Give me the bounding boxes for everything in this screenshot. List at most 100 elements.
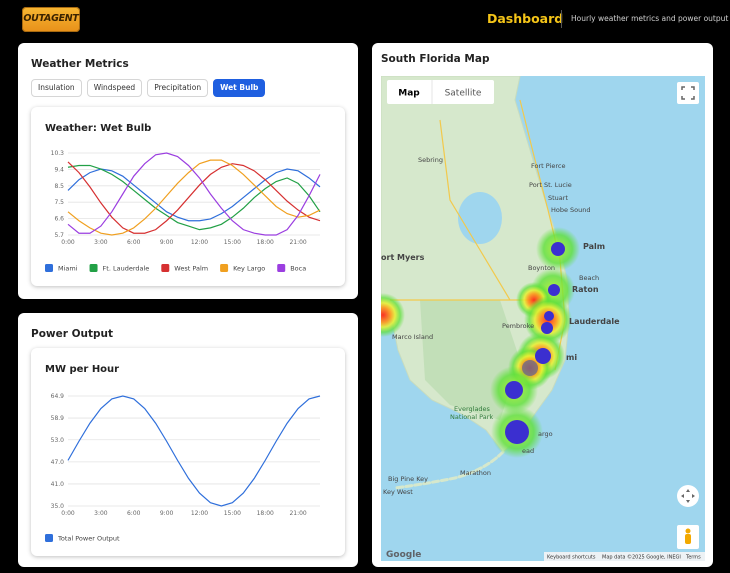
header-subtitle: Hourly weather metrics and power output xyxy=(571,14,729,23)
x-tick-label: 12:00 xyxy=(191,510,208,517)
card-title: South Florida Map xyxy=(381,53,490,65)
x-tick-label: 0:00 xyxy=(61,510,75,517)
series-line xyxy=(67,395,321,507)
y-tick-label: 9.4 xyxy=(54,166,64,173)
legend-label: Key Largo xyxy=(233,265,265,273)
x-tick-label: 18:00 xyxy=(257,239,274,246)
control-bg xyxy=(387,80,494,104)
x-tick-label: 3:00 xyxy=(94,510,108,517)
attribution: Map data ©2025 Google, INEGI xyxy=(602,554,681,561)
x-tick-label: 12:00 xyxy=(191,239,208,246)
place: ead xyxy=(522,447,534,455)
place: Everglades xyxy=(454,405,491,413)
legend-swatch xyxy=(220,264,229,272)
y-tick-label: 6.6 xyxy=(54,216,64,223)
legend-swatch xyxy=(161,264,170,272)
logo-text: OUTAGENT xyxy=(23,13,79,24)
weather-card: Weather Metrics Insulation Windspeed Pre… xyxy=(18,43,358,299)
place: Beach xyxy=(579,274,599,282)
map-type-control: Map Satellite xyxy=(387,80,494,104)
x-tick-label: 9:00 xyxy=(160,510,174,517)
power-card: Power Output MW per Hour 35.0 41.0 47.0 53.0… xyxy=(18,313,358,567)
place: Boynton xyxy=(528,264,555,272)
chart: MW per Hour 35.0 41.0 47.0 53.0 58.9 64.9 0:00 3… xyxy=(45,364,321,543)
y-tick-label: 47.0 xyxy=(51,459,65,466)
legend-swatch xyxy=(277,264,286,272)
tab[interactable]: Windspeed xyxy=(86,79,143,97)
legend-swatch xyxy=(45,264,53,272)
place: Lauderdale xyxy=(569,317,620,326)
series-line xyxy=(67,164,321,231)
place: Sebring xyxy=(418,156,443,164)
place: mi xyxy=(566,353,577,362)
chart-card: Weather: Wet Bulb 5.7 6.6 7.5 8.5 9.4 10.3 0:00… xyxy=(31,107,345,286)
place: ort Myers xyxy=(381,253,425,262)
lake xyxy=(458,192,502,244)
x-tick-label: 9:00 xyxy=(160,239,174,246)
legend-swatch xyxy=(45,534,53,542)
attribution-link[interactable]: Keyboard shortcuts xyxy=(547,555,596,561)
legend-label: Ft. Lauderdale xyxy=(103,265,150,273)
keys xyxy=(393,450,505,490)
place: National Park xyxy=(450,413,493,421)
place: argo xyxy=(538,430,553,438)
x-tick-label: 6:00 xyxy=(127,239,141,246)
attribution-link[interactable]: Terms xyxy=(685,555,701,561)
place: Marco Island xyxy=(392,333,433,341)
y-tick-label: 10.3 xyxy=(51,150,65,157)
series-line xyxy=(67,152,321,236)
place: Port St. Lucie xyxy=(529,181,572,189)
fullscreen-button[interactable] xyxy=(677,82,699,104)
place: Big Pine Key xyxy=(388,475,428,483)
tab[interactable]: Insulation xyxy=(31,79,82,97)
chart: Weather: Wet Bulb 5.7 6.6 7.5 8.5 9.4 10.3 0:00… xyxy=(45,123,321,273)
tab[interactable]: Wet Bulb xyxy=(213,79,266,97)
place-labels: Sebring Fort Pierce Port St. Lucie Stuar… xyxy=(381,156,620,496)
x-tick-label: 15:00 xyxy=(224,239,241,246)
y-tick-label: 64.9 xyxy=(51,393,65,400)
attribution-bar xyxy=(544,552,705,561)
place: Marathon xyxy=(460,469,491,477)
card-title: Weather Metrics xyxy=(31,58,129,70)
legend-label: Boca xyxy=(290,265,306,273)
place: Pembroke xyxy=(502,322,534,330)
header-title: Dashboard xyxy=(487,11,564,26)
y-tick-label: 7.5 xyxy=(54,199,64,206)
y-tick-label: 58.9 xyxy=(51,415,65,422)
tab-bar: Insulation Windspeed Precipitation Wet B… xyxy=(31,79,266,97)
place: Hobe Sound xyxy=(551,206,591,214)
map-logo: Google xyxy=(386,550,421,560)
y-tick-label: 35.0 xyxy=(51,503,65,510)
x-tick-label: 21:00 xyxy=(289,510,306,517)
chart-title: MW per Hour xyxy=(45,364,119,375)
place: Palm xyxy=(583,242,605,251)
legend-swatch xyxy=(89,264,98,272)
map-type-button[interactable]: Satellite xyxy=(445,89,482,99)
tab[interactable]: Precipitation xyxy=(147,79,209,97)
place: Raton xyxy=(572,285,599,294)
map-card: South Florida Map xyxy=(372,43,713,567)
card-title: Power Output xyxy=(31,328,113,340)
x-tick-label: 15:00 xyxy=(224,510,241,517)
map[interactable]: Sebring Fort Pierce Port St. Lucie Stuar… xyxy=(381,76,705,561)
chart-title: Weather: Wet Bulb xyxy=(45,123,151,134)
camera-control[interactable] xyxy=(677,485,699,507)
y-tick-label: 8.5 xyxy=(54,183,64,190)
legend-label: West Palm xyxy=(174,265,208,273)
x-tick-label: 3:00 xyxy=(94,239,108,246)
place: Fort Pierce xyxy=(531,162,565,170)
header-divider xyxy=(561,10,562,28)
logo[interactable]: OUTAGENT xyxy=(22,7,80,32)
x-tick-label: 21:00 xyxy=(289,239,306,246)
legend-label: Miami xyxy=(58,265,78,273)
y-tick-label: 41.0 xyxy=(51,481,65,488)
map-type-button[interactable]: Map xyxy=(398,89,420,99)
place: Key West xyxy=(383,488,413,496)
y-tick-label: 53.0 xyxy=(51,437,65,444)
pegman[interactable] xyxy=(677,525,699,549)
chart-card: MW per Hour 35.0 41.0 47.0 53.0 58.9 64.9 0:00 3… xyxy=(31,348,345,556)
y-tick-label: 5.7 xyxy=(54,232,64,239)
legend-label: Total Power Output xyxy=(57,535,120,543)
x-tick-label: 6:00 xyxy=(127,510,141,517)
